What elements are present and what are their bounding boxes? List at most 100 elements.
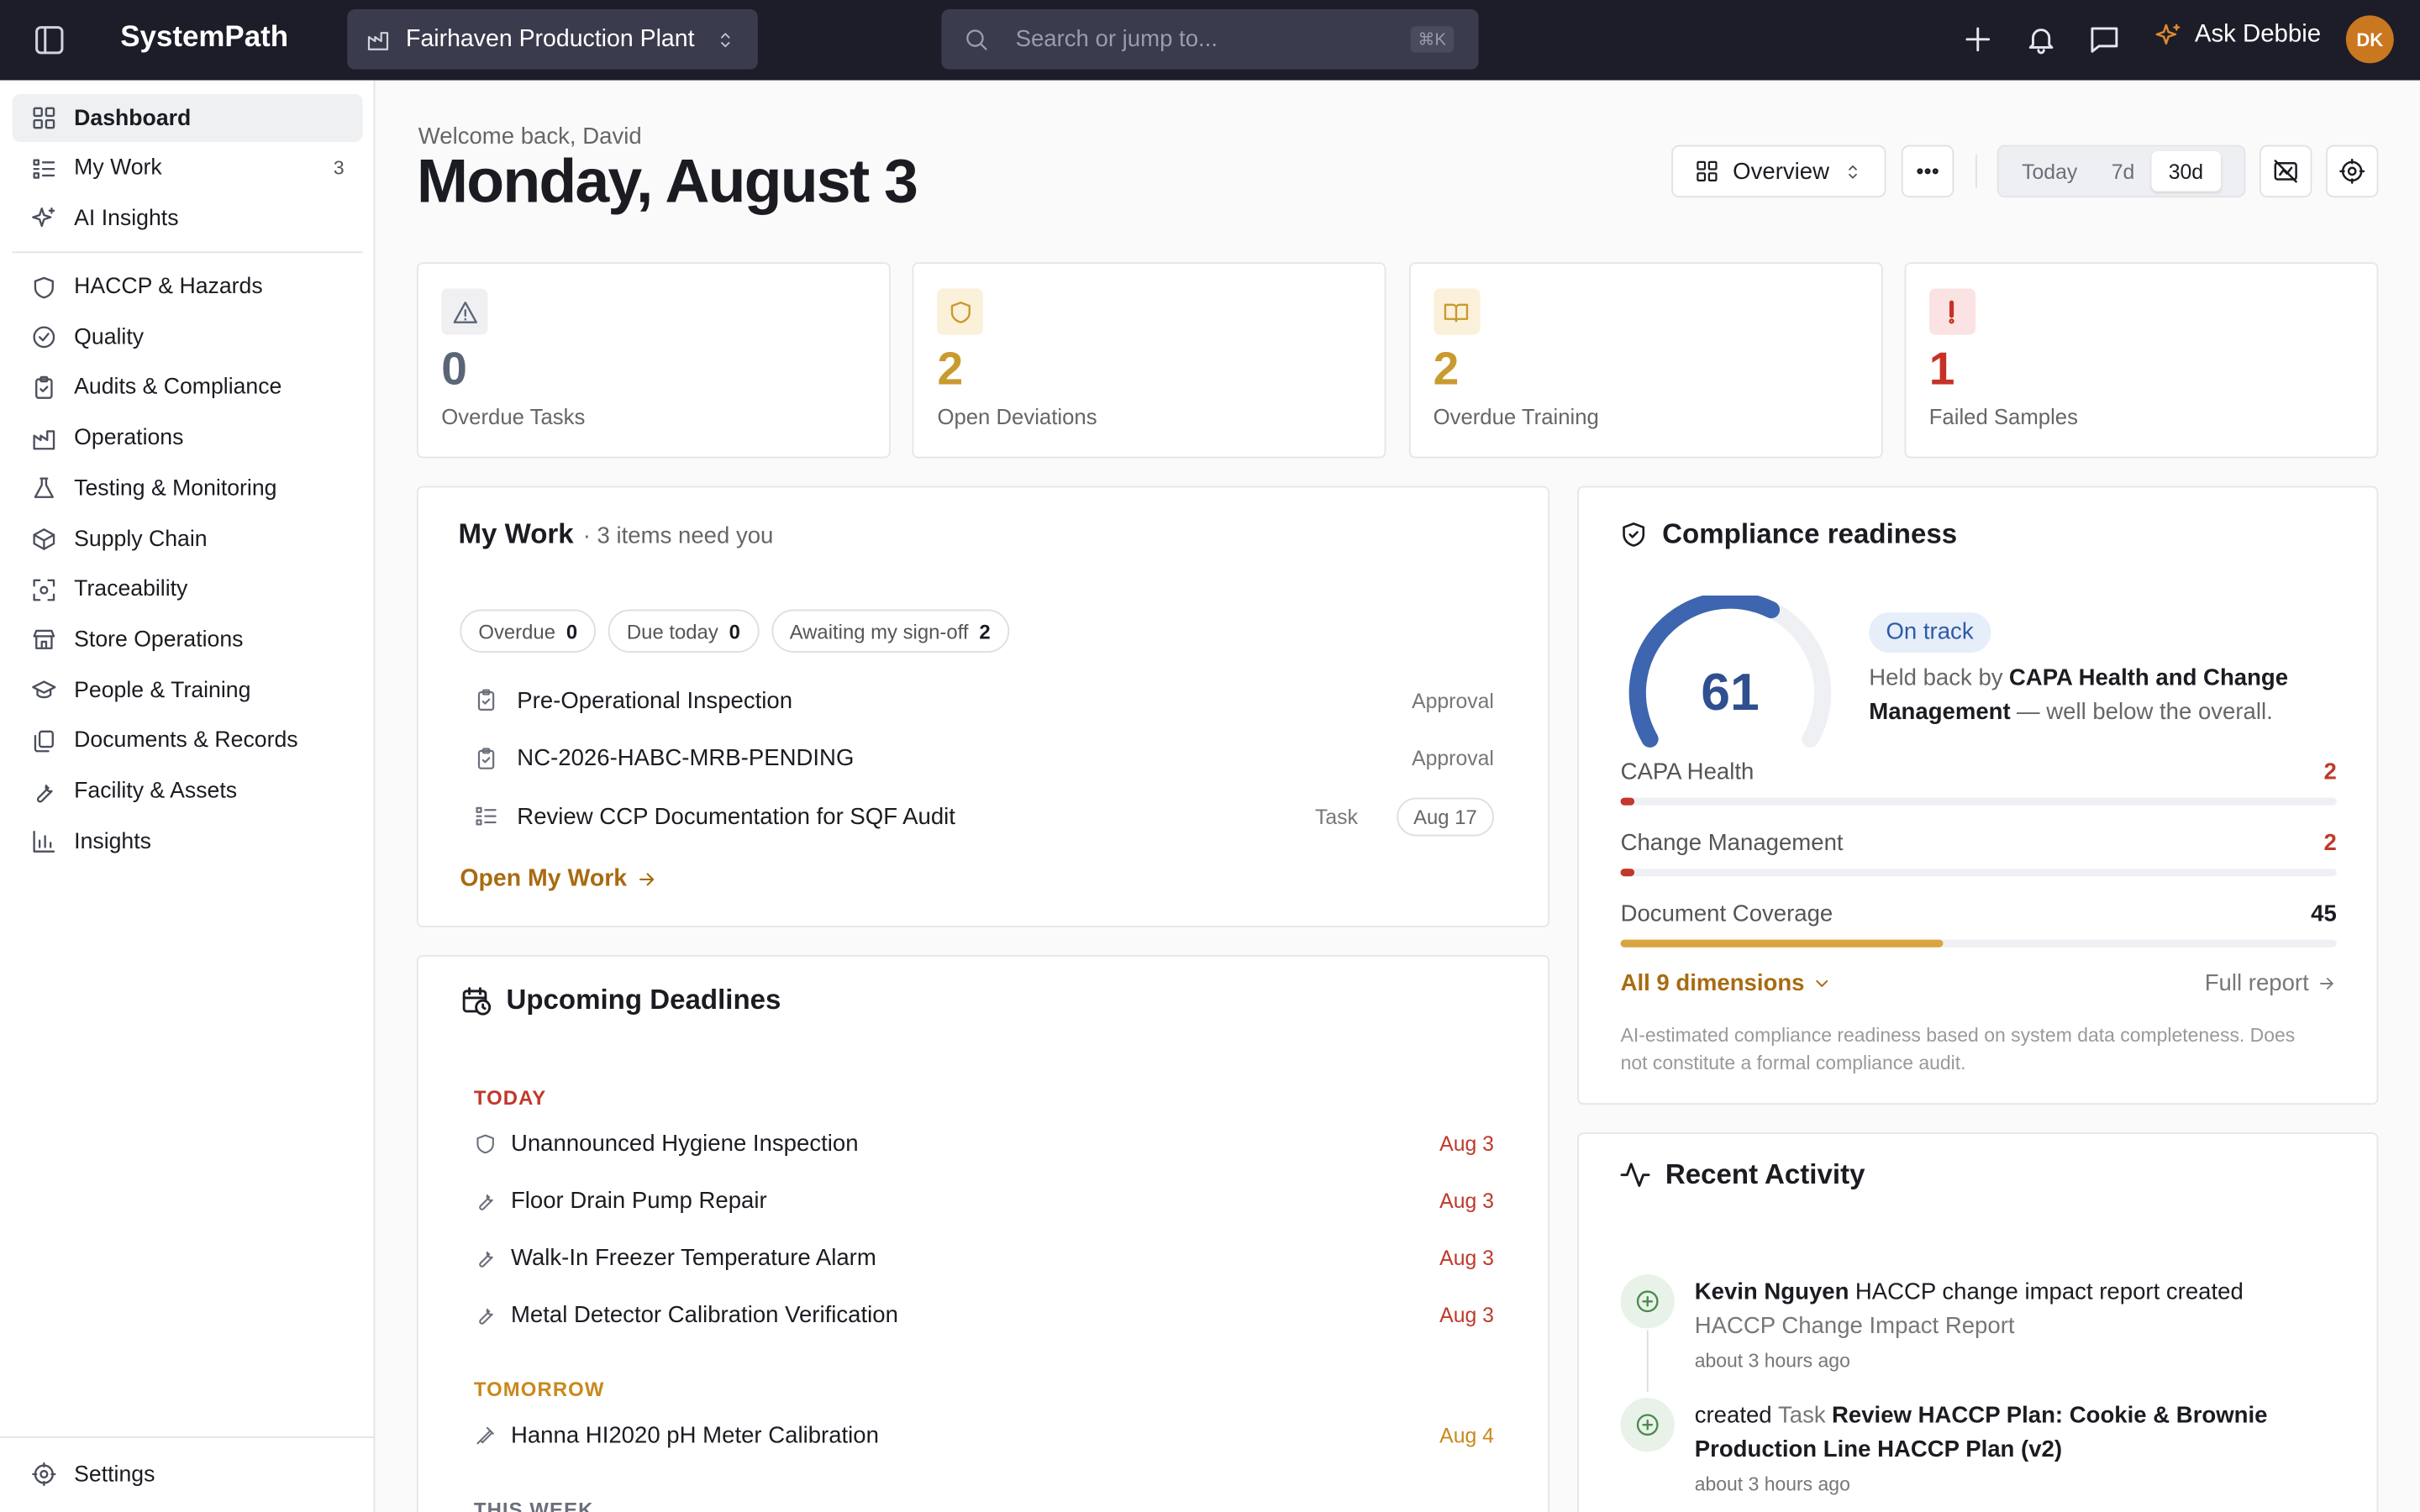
nav-item[interactable]: Operations [13,414,363,462]
expand-link[interactable]: All 9 dimensions [1621,970,1833,997]
deadline-item[interactable]: Unannounced Hygiene Inspection Aug 3 [418,1116,1548,1173]
site-selector[interactable]: Fairhaven Production Plant [347,9,758,70]
stat-value: 0 [441,344,467,396]
filter-label: Overdue [478,619,555,643]
deadline-item[interactable]: Walk-In Freezer Temperature Alarm Aug 3 [418,1230,1548,1287]
open-link[interactable]: Open My Work [460,865,658,893]
icon-shape [48,207,55,215]
settings-button[interactable] [2325,144,2379,198]
top-icon-button[interactable] [2088,24,2122,57]
nav-item[interactable]: Facility & Assets [13,768,363,816]
nav-item[interactable]: Dashboard [12,94,363,142]
deadline-title: Unannounced Hygiene Inspection [510,1131,859,1158]
stat-card[interactable]: 2 Open Deviations [913,262,1386,459]
view-selector[interactable]: Overview [1671,144,1886,198]
nav-label: Traceability [74,577,188,602]
deadline-item[interactable]: Metal Detector Calibration Verification A… [418,1287,1548,1344]
nav-item[interactable]: Supply Chain [13,515,363,563]
compliance-card: Compliance readiness 61 On track Held back … [1577,486,2379,1105]
dimension-value: 2 [2323,830,2337,857]
top-icon-button[interactable] [1961,24,1995,57]
nav-item[interactable]: Store Operations [13,617,363,664]
nav-item[interactable]: Audits & Compliance [13,364,363,412]
icon [477,747,495,769]
nav-item[interactable]: Traceability [13,566,363,614]
icon-shape [2037,49,2045,55]
stat-card[interactable]: 0 Overdue Tasks [416,262,891,459]
stat-value: 2 [937,344,964,396]
hide-button[interactable] [2259,144,2312,198]
icon-shape [33,160,55,176]
deadline-date: Aug 3 [1439,1304,1494,1327]
dimension-track [1620,939,2337,948]
filter-chip[interactable]: Awaiting my sign-off 2 [771,609,1009,653]
icon [2028,29,2054,55]
nav-item[interactable]: Testing & Monitoring [13,465,363,512]
icon-shape [367,31,389,50]
work-item[interactable]: Review CCP Documentation for SQF Audit Ta… [418,788,1548,845]
stat-label: Failed Samples [1928,404,2078,429]
icon [33,579,55,601]
work-type: Task [1314,804,1358,828]
nav-item[interactable]: People & Training [13,667,363,715]
icon-shape [481,1003,487,1011]
nav-item[interactable]: Documents & Records [13,717,363,765]
deadline-item[interactable]: Floor Drain Pump Repair Aug 3 [418,1173,1548,1230]
icon-shape [35,635,53,650]
nav-item[interactable]: Insights [13,818,363,866]
stat-card[interactable]: 2 Overdue Training [1408,262,1883,459]
range-option[interactable]: 30d [2151,151,2221,192]
activity-text: Kevin Nguyen HACCP change impact report c… [1695,1276,2312,1378]
filter-chip[interactable]: Due today 0 [608,609,759,653]
icon-shape [476,819,482,826]
activity-subject[interactable]: HACCP Change Impact Report [1694,1313,2015,1340]
icon [33,158,55,179]
icon [479,1251,493,1268]
nav-item[interactable]: Settings [13,1451,363,1499]
more-button[interactable] [1901,144,1954,198]
status-pill: On track [1869,612,1991,653]
avatar[interactable]: DK [2345,15,2394,64]
icon [2274,160,2297,183]
top-icon-button[interactable] [2025,24,2059,57]
deadline-title: Floor Drain Pump Repair [510,1188,767,1215]
work-item[interactable]: Pre-Operational Inspection Approval [418,672,1548,729]
filter-chip[interactable]: Overdue 0 [460,609,597,653]
activity-time: about 3 hours ago [1694,1350,1850,1372]
work-item[interactable]: NC-2026-HABC-MRB-PENDING Approval [418,730,1548,787]
activity-icon [1620,1398,1675,1452]
icon-shape [476,809,497,824]
range-option[interactable]: 7d [2111,160,2135,183]
dimension-value: 2 [2323,759,2337,785]
nav-item[interactable]: My Work 3 [13,144,363,192]
summary-tail: — well below the overall. [2017,699,2273,726]
stat-icon [1433,288,1480,335]
nav-item[interactable]: HACCP & Hazards [13,263,363,311]
icon [1636,1414,1659,1436]
icon [1965,27,1991,52]
report-link[interactable]: Full report [2205,970,2337,997]
icon-shape [2320,978,2333,990]
icon [32,680,56,699]
nav-item[interactable]: AI Insights [13,195,363,243]
icon [966,29,987,50]
stat-value: 1 [1928,344,1955,396]
dimension-track [1620,797,2337,806]
range-option[interactable]: Today [2022,160,2078,183]
welcome: Welcome back, David [418,123,642,150]
icon-shape [33,107,43,118]
nav-label: Insights [74,829,151,854]
icon-shape [1623,522,1645,547]
search-box[interactable]: Search or jump to... ⌘K [941,9,1479,70]
stat-icon [937,288,984,335]
activity-kind: Task [1778,1402,1826,1429]
icon [2155,24,2181,45]
nav-item[interactable]: Quality [13,313,363,361]
deadline-item[interactable]: Hanna HI2020 pH Meter Calibration Aug 4 [418,1407,1548,1464]
stat-card[interactable]: 1 Failed Samples [1904,262,2379,459]
filter-count: 0 [729,619,740,643]
icon [35,375,53,399]
assistant-button[interactable]: Ask Debbie [2154,22,2321,50]
activity-title[interactable]: Review HACCP Plan: Cookie & Brownie Prod… [1694,1402,2268,1463]
